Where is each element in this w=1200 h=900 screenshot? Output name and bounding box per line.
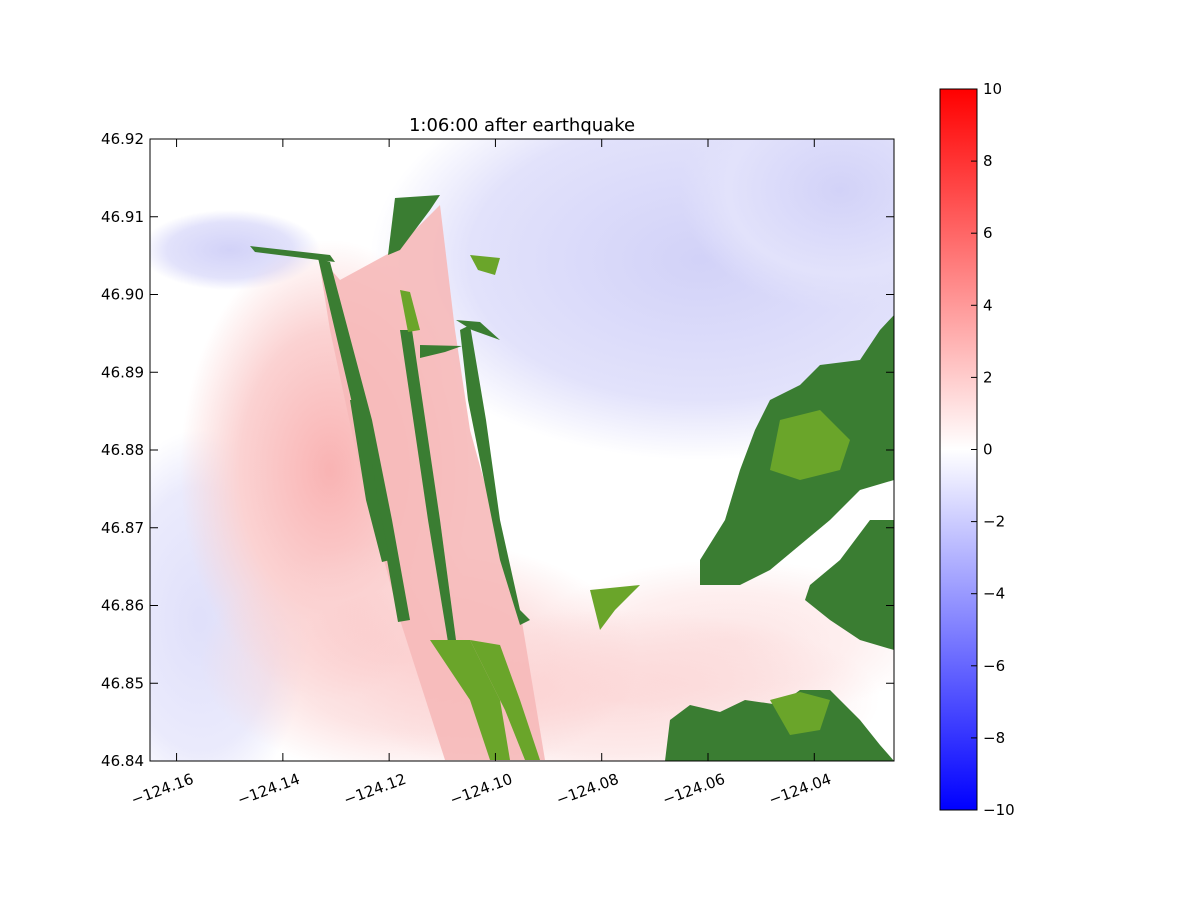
- y-axis: 46.84 46.85 46.86 46.87 46.88 46.89 46.90 46.91…: [101, 130, 894, 770]
- colorbar-tick-label: 6: [983, 224, 993, 242]
- east-land: [665, 315, 894, 761]
- colorbar-tick-label: −4: [983, 585, 1005, 603]
- y-tick-label: 46.89: [101, 363, 144, 381]
- colorbar-tick-label: −10: [983, 801, 1015, 819]
- y-tick-label: 46.88: [101, 441, 144, 459]
- x-tick-label: −124.10: [448, 770, 515, 809]
- y-tick-label: 46.92: [101, 130, 144, 148]
- heatmap-field: [150, 139, 894, 761]
- spit-land-light: [400, 255, 640, 760]
- y-tick-label: 46.84: [101, 752, 144, 770]
- colorbar-axis: 10 8 6 4 2 0 −2 −4 −6 −8 −10: [971, 80, 1015, 819]
- colorbar-tick-label: 0: [983, 441, 993, 459]
- colorbar-tick-label: −2: [983, 513, 1005, 531]
- colorbar-tick-label: −8: [983, 729, 1005, 747]
- colorbar-tick-label: −6: [983, 657, 1005, 675]
- x-tick-label: −124.06: [660, 770, 727, 809]
- y-tick-label: 46.86: [101, 597, 144, 615]
- x-tick-label: −124.08: [554, 770, 621, 809]
- chart-title: 1:06:00 after earthquake: [409, 115, 635, 136]
- x-tick-label: −124.14: [235, 770, 302, 809]
- colorbar-tick-label: 10: [983, 80, 1002, 98]
- x-tick-label: −124.16: [129, 770, 196, 809]
- colorbar-tick-label: 4: [983, 296, 993, 314]
- x-tick-label: −124.12: [341, 770, 408, 809]
- spit-land: [250, 195, 530, 642]
- colorbar-tick-label: 2: [983, 368, 993, 386]
- colorbar-tick-label: 8: [983, 152, 993, 170]
- y-tick-label: 46.87: [101, 519, 144, 537]
- y-tick-label: 46.85: [101, 674, 144, 692]
- y-tick-label: 46.91: [101, 208, 144, 226]
- x-tick-label: −124.04: [766, 770, 833, 809]
- y-tick-label: 46.90: [101, 286, 144, 304]
